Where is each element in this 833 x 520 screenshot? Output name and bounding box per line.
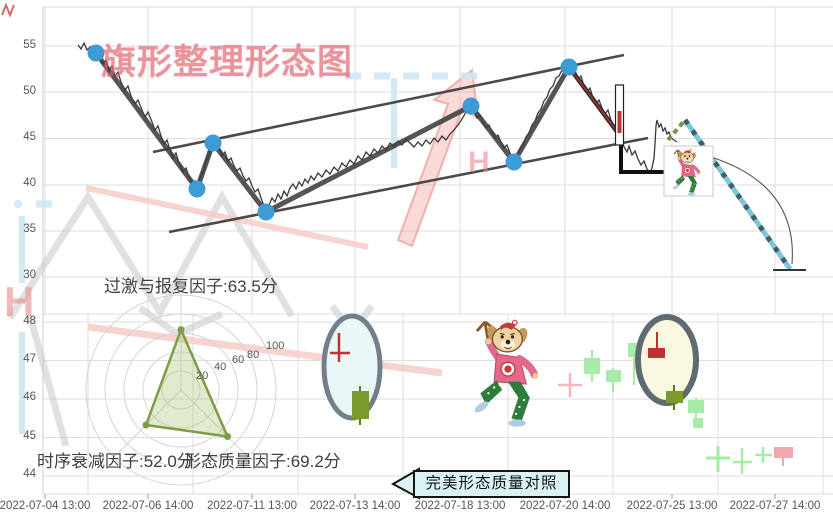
comparison-arc bbox=[710, 156, 793, 265]
candle-red-2 bbox=[648, 332, 665, 358]
pivot-dot bbox=[257, 203, 275, 221]
radar-chart bbox=[85, 294, 277, 486]
pivot-dot bbox=[560, 58, 578, 76]
pivot-dot bbox=[87, 44, 105, 62]
doji-cross-red bbox=[330, 333, 350, 362]
y-tick-35: 35 bbox=[23, 223, 36, 235]
x-tick-5: 2022-07-20 14:00 bbox=[519, 500, 611, 512]
y-tick-45b: 45 bbox=[23, 430, 36, 442]
x-tick-6: 2022-07-25 13:00 bbox=[626, 500, 718, 512]
x-tick-3: 2022-07-13 14:00 bbox=[309, 500, 401, 512]
red-corner-mark bbox=[1, 2, 15, 18]
x-tick-7: 2022-07-27 14:00 bbox=[729, 500, 821, 512]
gray-zigzag-watermark bbox=[7, 189, 375, 447]
bottom-right-candles bbox=[706, 446, 793, 474]
radar-tick-60: 60 bbox=[232, 354, 245, 366]
quality-factor-text: 形态质量因子:69.2分 bbox=[184, 452, 341, 471]
x-tick-1: 2022-07-06 14:00 bbox=[102, 500, 194, 512]
flag-channel-upper-line bbox=[152, 53, 625, 154]
radar-tick-20: 20 bbox=[196, 370, 209, 382]
pivot-dots bbox=[87, 44, 578, 221]
flag-channel bbox=[152, 53, 649, 234]
doji-cross-pink bbox=[558, 373, 582, 397]
radar-tick-80: 80 bbox=[247, 349, 260, 361]
pivot-dot bbox=[204, 134, 222, 152]
breakdown-red-line-highlight bbox=[568, 66, 622, 138]
dog-mascot-large bbox=[473, 320, 539, 427]
hollow-candle bbox=[614, 84, 625, 146]
chart-title-watermark: 旗形整理形态图 bbox=[101, 43, 354, 82]
y-tick-47: 47 bbox=[23, 353, 36, 365]
h-letter-watermark-left: H bbox=[4, 278, 35, 325]
blue-dash-watermark bbox=[14, 72, 487, 434]
dog-mascot-box bbox=[663, 145, 714, 198]
y-tick-50: 50 bbox=[23, 85, 36, 97]
overreaction-factor-text: 过激与报复因子:63.5分 bbox=[104, 277, 278, 296]
pivot-dot bbox=[188, 180, 206, 198]
y-tick-55: 55 bbox=[23, 39, 36, 51]
x-axis-ticks bbox=[44, 494, 776, 499]
y-tick-30: 30 bbox=[23, 269, 36, 281]
breakdown-step-line bbox=[619, 137, 679, 174]
x-tick-0: 2022-07-04 13:00 bbox=[0, 500, 91, 512]
pink-arrow-watermark bbox=[396, 68, 480, 248]
x-tick-2: 2022-07-11 13:00 bbox=[207, 500, 297, 512]
perfect-pattern-callout: 完美形态质量对照 bbox=[413, 470, 570, 498]
x-tick-4: 2022-07-18 13:00 bbox=[414, 500, 506, 512]
h-letter-watermark-mid: H bbox=[468, 146, 490, 179]
quality-ellipse-1 bbox=[321, 313, 383, 425]
y-tick-48: 48 bbox=[23, 315, 36, 327]
candle-olive-2 bbox=[666, 385, 683, 410]
y-tick-45: 45 bbox=[23, 131, 36, 143]
projection-green-dashed bbox=[666, 118, 687, 142]
pivot-dot bbox=[505, 153, 523, 171]
faint-candles-middle bbox=[558, 343, 703, 428]
quality-ellipse-2 bbox=[635, 314, 704, 421]
radar-tick-40: 40 bbox=[214, 361, 227, 373]
radar-tick-100: 100 bbox=[266, 340, 285, 352]
projection-dashed-line bbox=[682, 118, 793, 271]
y-tick-46: 46 bbox=[23, 391, 36, 403]
y-tick-44: 44 bbox=[23, 468, 36, 480]
pink-trendline-watermark bbox=[85, 185, 443, 377]
radar-polygon bbox=[144, 328, 229, 438]
decay-factor-text: 时序衰减因子:52.0分 bbox=[37, 452, 194, 471]
flag-channel-lower-line bbox=[168, 136, 649, 234]
candle-olive-1 bbox=[352, 386, 369, 425]
candle-green-2 bbox=[688, 398, 704, 421]
y-tick-40: 40 bbox=[23, 177, 36, 189]
pivot-dot bbox=[462, 97, 480, 115]
